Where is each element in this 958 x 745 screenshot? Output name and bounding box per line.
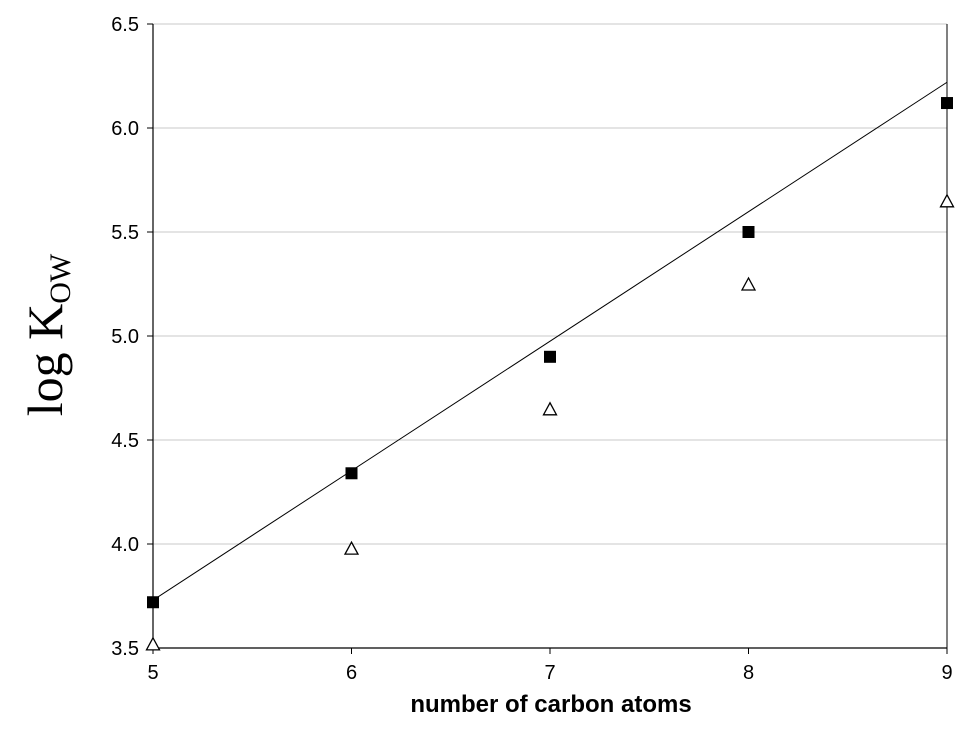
x-axis-title: number of carbon atoms	[410, 691, 691, 718]
x-tick-label: 8	[743, 662, 754, 684]
svg-text:log KOW: log KOW	[17, 253, 77, 416]
tick-labels: 3.5 4.0 4.5 5.0 5.5 6.0 6.5 5 6 7 8 9	[111, 14, 952, 684]
triangle-point	[343, 540, 360, 555]
y-tick-label: 4.0	[111, 534, 139, 556]
triangle-point	[740, 276, 757, 291]
y-tick-label: 4.5	[111, 430, 139, 452]
x-tick-label: 6	[346, 662, 357, 684]
data-points	[145, 97, 955, 651]
y-axis-title-main: log K	[17, 304, 73, 417]
y-tick-label: 5.5	[111, 222, 139, 244]
triangle-point	[939, 193, 955, 208]
square-point	[544, 350, 556, 363]
y-tick-label: 3.5	[111, 638, 139, 660]
y-tick-label: 6.5	[111, 14, 139, 36]
y-tick-label: 6.0	[111, 118, 139, 140]
x-tick-label: 7	[544, 662, 555, 684]
square-point	[941, 97, 953, 110]
trendline-group	[152, 81, 948, 601]
x-tick-label: 9	[941, 662, 952, 684]
y-tick-label: 5.0	[111, 326, 139, 348]
y-axis-title: log KOW	[17, 253, 77, 416]
y-axis-title-subscript: OW	[44, 253, 77, 304]
triangle-point	[145, 636, 161, 651]
gridlines	[153, 23, 947, 545]
trendline	[152, 81, 948, 601]
square-point	[345, 467, 358, 480]
x-tick-label: 5	[147, 662, 158, 684]
square-point	[742, 226, 755, 238]
axes	[147, 23, 948, 654]
square-point	[147, 596, 159, 609]
triangle-point	[542, 401, 558, 416]
